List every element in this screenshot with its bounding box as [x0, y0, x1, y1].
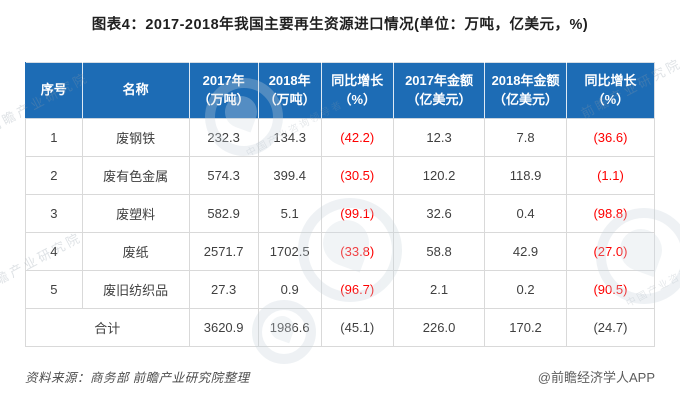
- cell-negative: (36.6): [565, 118, 656, 157]
- source-note: 资料来源：商务部 前瞻产业研究院整理: [25, 371, 250, 385]
- cell-index: 3: [25, 194, 83, 233]
- cell-value: 27.3: [188, 270, 259, 309]
- cell-value: 12.3: [392, 118, 486, 157]
- cell-negative: (90.5): [565, 270, 656, 309]
- cell-negative: (33.8): [320, 232, 394, 271]
- figure-footer: 资料来源：商务部 前瞻产业研究院整理 @前瞻经济学人APP: [25, 367, 655, 386]
- table-header: 序号 名称 2017年 （万吨） 2018年 （万吨） 同比增长 （%） 201…: [25, 62, 655, 119]
- table-row: 3 废塑料 582.9 5.1 (99.1) 32.6 0.4 (98.8): [25, 194, 656, 233]
- col-header-2018-volume: 2018年 （万吨）: [257, 62, 322, 119]
- cell-value: 5.1: [257, 194, 322, 233]
- cell-negative: (99.1): [320, 194, 394, 233]
- cell-value: 118.9: [484, 156, 567, 195]
- table-body: 1 废钢铁 232.3 134.3 (42.2) 12.3 7.8 (36.6)…: [25, 118, 656, 347]
- data-table: 序号 名称 2017年 （万吨） 2018年 （万吨） 同比增长 （%） 201…: [25, 62, 656, 347]
- cell-value: 2571.7: [188, 232, 259, 271]
- table-row: 2 废有色金属 574.3 399.4 (30.5) 120.2 118.9 (…: [25, 156, 656, 195]
- cell-value: 399.4: [257, 156, 322, 195]
- cell-name: 废有色金属: [81, 156, 190, 195]
- cell-value: 120.2: [392, 156, 486, 195]
- col-header-2018-value: 2018年金额 （亿美元）: [484, 62, 567, 119]
- cell-value: 1702.5: [257, 232, 322, 271]
- cell-index: 5: [25, 270, 83, 309]
- cell-value: 58.8: [392, 232, 486, 271]
- cell-name: 废纸: [81, 232, 190, 271]
- cell-value: 2.1: [392, 270, 486, 309]
- cell-name: 废塑料: [81, 194, 190, 233]
- cell-value: 7.8: [484, 118, 567, 157]
- table-row: 5 废旧纺织品 27.3 0.9 (96.7) 2.1 0.2 (90.5): [25, 270, 656, 309]
- cell-value: 134.3: [257, 118, 322, 157]
- cell-value: 170.2: [484, 308, 567, 347]
- cell-value: 232.3: [188, 118, 259, 157]
- col-header-name: 名称: [81, 62, 190, 119]
- cell-value: 226.0: [392, 308, 486, 347]
- cell-negative: (1.1): [565, 156, 656, 195]
- cell-name: 废旧纺织品: [81, 270, 190, 309]
- figure-title: 图表4：2017-2018年我国主要再生资源进口情况(单位：万吨，亿美元，%): [91, 17, 589, 33]
- cell-value: 3620.9: [188, 308, 259, 347]
- cell-value: 42.9: [484, 232, 567, 271]
- table-row: 4 废纸 2571.7 1702.5 (33.8) 58.8 42.9 (27.…: [25, 232, 656, 271]
- table-row: 1 废钢铁 232.3 134.3 (42.2) 12.3 7.8 (36.6): [25, 118, 656, 157]
- cell-value: 582.9: [188, 194, 259, 233]
- col-header-yoy-volume: 同比增长 （%）: [320, 62, 394, 119]
- cell-negative: (24.7): [565, 308, 656, 347]
- cell-negative: (98.8): [565, 194, 656, 233]
- cell-value: 32.6: [392, 194, 486, 233]
- cell-index: 1: [25, 118, 83, 157]
- cell-index: 2: [25, 156, 83, 195]
- cell-value: 0.2: [484, 270, 567, 309]
- cell-negative: (27.0): [565, 232, 656, 271]
- col-header-index: 序号: [25, 62, 83, 119]
- cell-negative: (96.7): [320, 270, 394, 309]
- cell-negative: (30.5): [320, 156, 394, 195]
- col-header-2017-volume: 2017年 （万吨）: [188, 62, 259, 119]
- total-label: 合计: [25, 308, 190, 347]
- brand-credit: @前瞻经济学人APP: [537, 370, 655, 385]
- col-header-2017-value: 2017年金额 （亿美元）: [392, 62, 485, 119]
- cell-value: 1986.6: [257, 308, 322, 347]
- cell-value: 0.9: [257, 270, 322, 309]
- col-header-yoy-value: 同比增长 （%）: [565, 62, 655, 119]
- cell-index: 4: [25, 232, 83, 271]
- cell-negative: (45.1): [320, 308, 394, 347]
- cell-value: 0.4: [484, 194, 567, 233]
- cell-value: 574.3: [188, 156, 259, 195]
- table-container: 序号 名称 2017年 （万吨） 2018年 （万吨） 同比增长 （%） 201…: [25, 62, 656, 347]
- total-row: 合计 3620.9 1986.6 (45.1) 226.0 170.2 (24.…: [25, 308, 656, 347]
- cell-name: 废钢铁: [81, 118, 190, 157]
- cell-negative: (42.2): [320, 118, 394, 157]
